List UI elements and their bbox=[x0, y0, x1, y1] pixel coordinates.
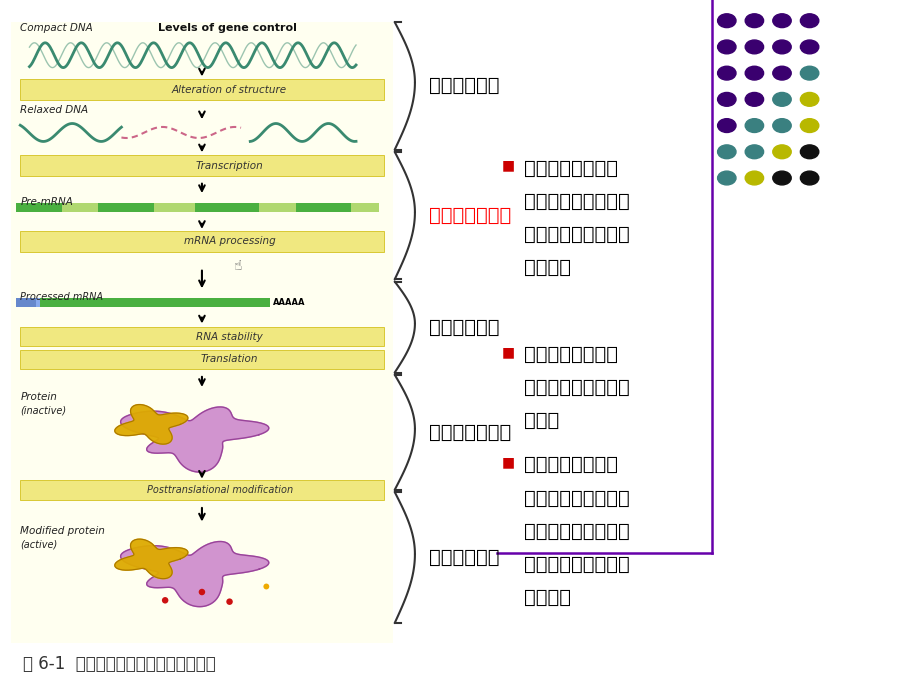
Circle shape bbox=[800, 119, 818, 132]
Text: Levels of gene control: Levels of gene control bbox=[158, 23, 297, 32]
Text: 选择调控表达的基因: 选择调控表达的基因 bbox=[524, 192, 630, 211]
Text: Alteration of structure: Alteration of structure bbox=[172, 85, 287, 95]
Bar bbox=[259, 203, 296, 212]
Circle shape bbox=[744, 119, 763, 132]
Text: 转录前的调控: 转录前的调控 bbox=[428, 77, 499, 95]
Circle shape bbox=[717, 145, 735, 159]
Circle shape bbox=[744, 66, 763, 80]
Point bbox=[195, 586, 210, 598]
Bar bbox=[98, 203, 153, 212]
Text: 转录后的调控: 转录后的调控 bbox=[428, 317, 499, 337]
Circle shape bbox=[717, 66, 735, 80]
Circle shape bbox=[772, 66, 790, 80]
Text: (inactive): (inactive) bbox=[20, 406, 66, 415]
Circle shape bbox=[744, 145, 763, 159]
Text: 的种类；: 的种类； bbox=[524, 258, 571, 277]
Bar bbox=[20, 155, 383, 176]
Circle shape bbox=[744, 171, 763, 185]
Circle shape bbox=[772, 145, 790, 159]
Text: 种类并控制基因产物: 种类并控制基因产物 bbox=[524, 225, 630, 244]
Text: ☝: ☝ bbox=[234, 259, 243, 273]
Text: Processed mRNA: Processed mRNA bbox=[20, 292, 103, 302]
Bar bbox=[20, 79, 383, 100]
Text: Posttranslational modification: Posttranslational modification bbox=[147, 485, 293, 495]
Text: AAAAA: AAAAA bbox=[273, 298, 305, 307]
Text: 通过对转录单位的: 通过对转录单位的 bbox=[524, 159, 618, 178]
Bar bbox=[351, 203, 379, 212]
Text: Modified protein: Modified protein bbox=[20, 526, 105, 535]
Circle shape bbox=[772, 92, 790, 106]
Text: Translation: Translation bbox=[200, 355, 258, 364]
Circle shape bbox=[717, 40, 735, 54]
Text: 应性；: 应性； bbox=[524, 411, 559, 431]
Circle shape bbox=[772, 171, 790, 185]
Circle shape bbox=[800, 40, 818, 54]
Circle shape bbox=[717, 14, 735, 28]
Circle shape bbox=[772, 14, 790, 28]
Text: ■: ■ bbox=[501, 345, 514, 359]
Polygon shape bbox=[120, 542, 268, 607]
Text: 转录过程中顺势作: 转录过程中顺势作 bbox=[524, 455, 618, 475]
Bar bbox=[16, 298, 36, 307]
Point bbox=[158, 595, 173, 606]
Text: 子的相互作用严格和: 子的相互作用严格和 bbox=[524, 522, 630, 541]
Bar bbox=[153, 203, 195, 212]
Bar bbox=[187, 298, 270, 307]
FancyBboxPatch shape bbox=[11, 22, 392, 643]
Text: 图 6-1  基因的表达受到不同水平的调控: 图 6-1 基因的表达受到不同水平的调控 bbox=[23, 655, 216, 673]
Text: Transcription: Transcription bbox=[196, 161, 263, 170]
Bar bbox=[62, 203, 98, 212]
Text: (active): (active) bbox=[20, 540, 57, 549]
Circle shape bbox=[800, 14, 818, 28]
Circle shape bbox=[717, 171, 735, 185]
Circle shape bbox=[772, 119, 790, 132]
Text: 翻译后的调控: 翻译后的调控 bbox=[428, 548, 499, 567]
Bar bbox=[40, 298, 151, 307]
Bar bbox=[195, 203, 259, 212]
Bar bbox=[36, 298, 40, 307]
Point bbox=[259, 581, 274, 592]
Text: 转录水平的调控: 转录水平的调控 bbox=[428, 206, 510, 225]
Text: 和多样；: 和多样； bbox=[524, 588, 571, 607]
Text: 用元件和反式调控因: 用元件和反式调控因 bbox=[524, 489, 630, 508]
Text: mRNA processing: mRNA processing bbox=[184, 237, 275, 246]
Text: 灵活保证调控的高效: 灵活保证调控的高效 bbox=[524, 555, 630, 574]
Bar bbox=[151, 298, 187, 307]
Circle shape bbox=[744, 92, 763, 106]
Text: Pre-mRNA: Pre-mRNA bbox=[20, 197, 73, 206]
Text: Compact DNA: Compact DNA bbox=[20, 23, 93, 32]
Polygon shape bbox=[120, 407, 268, 472]
Circle shape bbox=[717, 119, 735, 132]
Text: RNA stability: RNA stability bbox=[196, 332, 263, 342]
Circle shape bbox=[800, 66, 818, 80]
Circle shape bbox=[744, 40, 763, 54]
Polygon shape bbox=[115, 539, 187, 579]
Bar bbox=[20, 231, 383, 252]
Bar bbox=[20, 327, 383, 346]
Polygon shape bbox=[115, 404, 187, 444]
Text: Protein: Protein bbox=[20, 392, 57, 402]
Text: 翻译水平的调控: 翻译水平的调控 bbox=[428, 423, 510, 442]
Circle shape bbox=[772, 40, 790, 54]
Circle shape bbox=[800, 171, 818, 185]
Text: ■: ■ bbox=[501, 455, 514, 469]
Bar bbox=[20, 480, 383, 500]
Circle shape bbox=[744, 14, 763, 28]
Circle shape bbox=[717, 92, 735, 106]
Text: 通过转录水平的调: 通过转录水平的调 bbox=[524, 345, 618, 364]
Point bbox=[222, 596, 237, 607]
Text: ■: ■ bbox=[501, 159, 514, 172]
Circle shape bbox=[800, 145, 818, 159]
Text: 节来提高生物体的适: 节来提高生物体的适 bbox=[524, 378, 630, 397]
Circle shape bbox=[800, 92, 818, 106]
Bar bbox=[20, 350, 383, 369]
Text: Relaxed DNA: Relaxed DNA bbox=[20, 105, 88, 115]
Bar bbox=[16, 203, 62, 212]
Bar bbox=[296, 203, 351, 212]
